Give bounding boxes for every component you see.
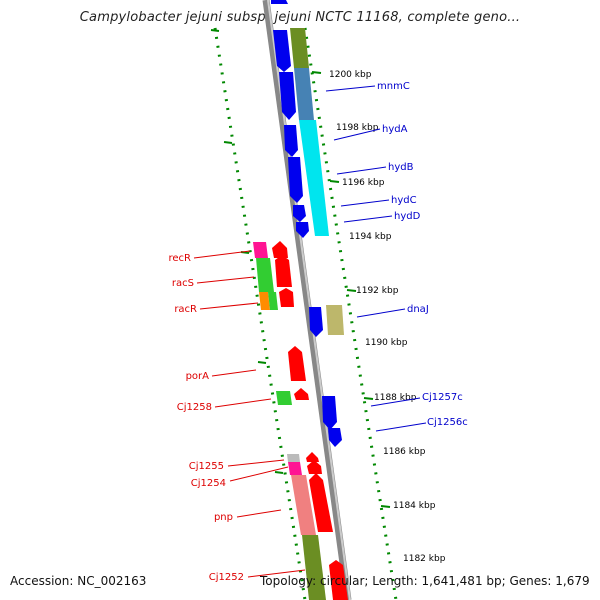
map-title: Campylobacter jejuni subsp. jejuni NCTC … — [79, 10, 521, 25]
gene-label-hydD: hydD — [394, 211, 421, 222]
scale-label: 1194 kbp — [349, 232, 392, 242]
gene-label-hydB: hydB — [388, 162, 414, 173]
gene-arrow-reverse — [271, 0, 288, 4]
gene-arrow-reverse — [309, 307, 323, 337]
gene-label-hydA: hydA — [382, 124, 408, 135]
gene-arrow-reverse — [296, 222, 309, 238]
gene-arrow-reverse — [322, 396, 337, 430]
forward-gene-callouts — [193, 250, 306, 578]
scale-labels: 1200 kbp 1198 kbp 1196 kbp 1194 kbp 1192… — [329, 70, 446, 564]
topology-text: Topology: circular; Length: 1,641,481 bp… — [260, 574, 590, 588]
scale-label: 1184 kbp — [393, 501, 436, 511]
scale-label: 1200 kbp — [329, 70, 372, 80]
gene-arrow-reverse — [288, 157, 303, 203]
gene-arrow-reverse — [284, 125, 298, 157]
gene-label-racS: racS — [172, 278, 194, 289]
gene-label-Cj1254: Cj1254 — [191, 478, 226, 489]
gene-arrow-reverse — [279, 72, 296, 120]
scale-label: 1186 kbp — [383, 447, 426, 457]
gene-label-porA: porA — [186, 371, 210, 382]
gene-arrow-reverse — [293, 205, 306, 222]
right-scale-dots — [303, 27, 398, 600]
gene-label-Cj1258: Cj1258 — [177, 402, 212, 413]
reverse-gene-blocks — [271, 0, 342, 447]
forward-gene-labels: recR racS racR porA Cj1258 Cj1255 Cj1254… — [169, 253, 245, 583]
gene-label-Cj1255: Cj1255 — [189, 461, 224, 472]
accession-text: Accession: NC_002163 — [10, 574, 147, 588]
gene-label-mnmC: mnmC — [377, 81, 410, 92]
gene-label-Cj1257c: Cj1257c — [422, 392, 463, 403]
gene-label-racR: racR — [174, 304, 197, 315]
gene-label-Cj1256c: Cj1256c — [427, 417, 468, 428]
gene-label-pnp: pnp — [214, 512, 233, 523]
scale-label: 1198 kbp — [336, 123, 379, 133]
gene-label-hydC: hydC — [391, 195, 417, 206]
functional-category-blocks — [290, 28, 344, 600]
left-scale-dots — [213, 27, 307, 600]
scale-label: 1196 kbp — [342, 178, 385, 188]
reverse-gene-callouts — [325, 85, 427, 432]
scale-label: 1188 kbp — [374, 393, 417, 403]
forward-gene-blocks — [253, 241, 348, 600]
gene-arrow-reverse — [328, 428, 342, 447]
right-scale-ticks — [311, 71, 391, 508]
scale-label: 1190 kbp — [365, 338, 408, 348]
gene-label-recR: recR — [169, 253, 192, 264]
scale-label: 1192 kbp — [356, 286, 399, 296]
genome-backbone — [262, 0, 352, 600]
gene-arrow-reverse — [273, 30, 291, 72]
gene-label-Cj1252: Cj1252 — [209, 572, 244, 583]
scale-label: 1182 kbp — [403, 554, 446, 564]
reverse-gene-labels: mnmC hydA hydB hydC hydD dnaJ Cj1257c Cj… — [377, 81, 468, 428]
gene-label-dnaJ: dnaJ — [407, 304, 429, 315]
